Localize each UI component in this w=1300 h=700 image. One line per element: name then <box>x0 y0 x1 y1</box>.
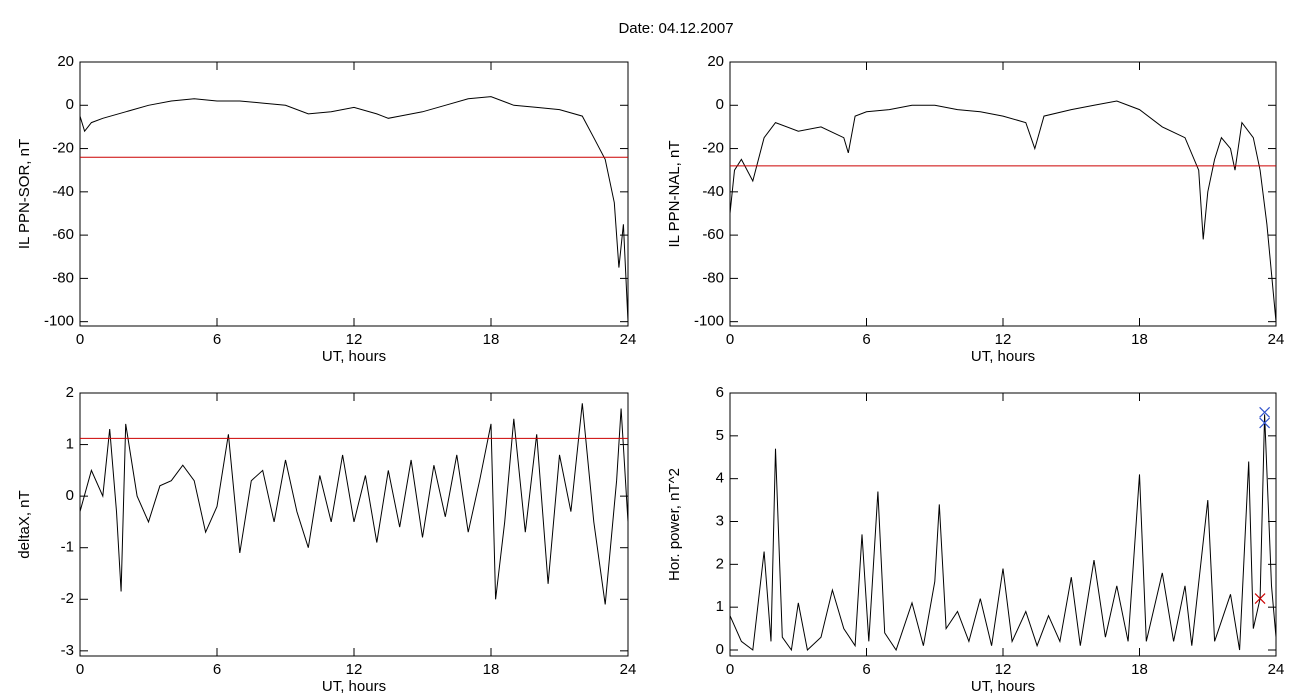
data-line <box>729 414 1277 652</box>
x-tick-label: 0 <box>76 661 84 678</box>
x-axis-label: UT, hours <box>971 348 1035 365</box>
x-tick-label: 12 <box>346 661 363 678</box>
marker-x <box>1254 593 1266 605</box>
x-tick-label: 18 <box>483 331 500 348</box>
y-axis-label: IL PPN-NAL, nT <box>666 141 683 248</box>
marker-x <box>1259 406 1271 418</box>
y-tick-label: 5 <box>716 427 724 444</box>
y-tick-label: -3 <box>61 642 74 659</box>
x-tick-label: 18 <box>483 661 500 678</box>
x-tick-label: 24 <box>620 661 637 678</box>
x-tick-label: 12 <box>995 331 1012 348</box>
y-tick-label: 1 <box>716 598 724 615</box>
y-tick-label: -20 <box>702 140 724 157</box>
x-tick-label: 12 <box>995 661 1012 678</box>
x-tick-label: 18 <box>1131 661 1148 678</box>
y-tick-label: 2 <box>716 555 724 572</box>
x-tick-label: 6 <box>213 331 221 348</box>
x-tick-label: 24 <box>1268 661 1285 678</box>
data-line <box>79 96 629 322</box>
y-tick-label: 20 <box>707 53 724 70</box>
y-tick-label: 0 <box>66 96 74 113</box>
y-tick-label: -40 <box>52 183 74 200</box>
y-tick-label: -60 <box>52 226 74 243</box>
x-axis-label: UT, hours <box>322 678 386 695</box>
x-tick-label: 12 <box>346 331 363 348</box>
y-tick-label: 2 <box>66 384 74 401</box>
y-tick-label: 0 <box>716 96 724 113</box>
x-tick-label: 24 <box>1268 331 1285 348</box>
data-line <box>79 403 629 605</box>
y-axis-label: IL PPN-SOR, nT <box>16 139 33 249</box>
y-tick-label: 1 <box>66 436 74 453</box>
y-tick-label: -60 <box>702 226 724 243</box>
figure-title: Date: 04.12.2007 <box>618 20 733 37</box>
x-tick-label: 6 <box>862 331 870 348</box>
x-tick-label: 6 <box>213 661 221 678</box>
x-axis-label: UT, hours <box>971 678 1035 695</box>
y-tick-label: -80 <box>702 269 724 286</box>
x-axis-label: UT, hours <box>322 348 386 365</box>
y-tick-label: -1 <box>61 539 74 556</box>
x-tick-label: 0 <box>76 331 84 348</box>
x-tick-label: 6 <box>862 661 870 678</box>
y-tick-label: 3 <box>716 512 724 529</box>
y-tick-label: -20 <box>52 140 74 157</box>
y-tick-label: 0 <box>716 641 724 658</box>
y-tick-label: -2 <box>61 590 74 607</box>
y-tick-label: -100 <box>44 313 74 330</box>
y-axis-label: Hor. power, nT^2 <box>666 468 683 581</box>
marker-x <box>1259 417 1271 429</box>
y-tick-label: -100 <box>694 313 724 330</box>
y-tick-label: 6 <box>716 384 724 401</box>
y-tick-label: 4 <box>716 470 724 487</box>
x-tick-label: 24 <box>620 331 637 348</box>
data-line <box>729 100 1277 322</box>
y-tick-label: -40 <box>702 183 724 200</box>
y-axis-label: deltaX, nT <box>16 490 33 558</box>
x-tick-label: 18 <box>1131 331 1148 348</box>
y-tick-label: -80 <box>52 269 74 286</box>
y-tick-label: 0 <box>66 487 74 504</box>
x-tick-label: 0 <box>726 661 734 678</box>
x-tick-label: 0 <box>726 331 734 348</box>
y-tick-label: 20 <box>57 53 74 70</box>
